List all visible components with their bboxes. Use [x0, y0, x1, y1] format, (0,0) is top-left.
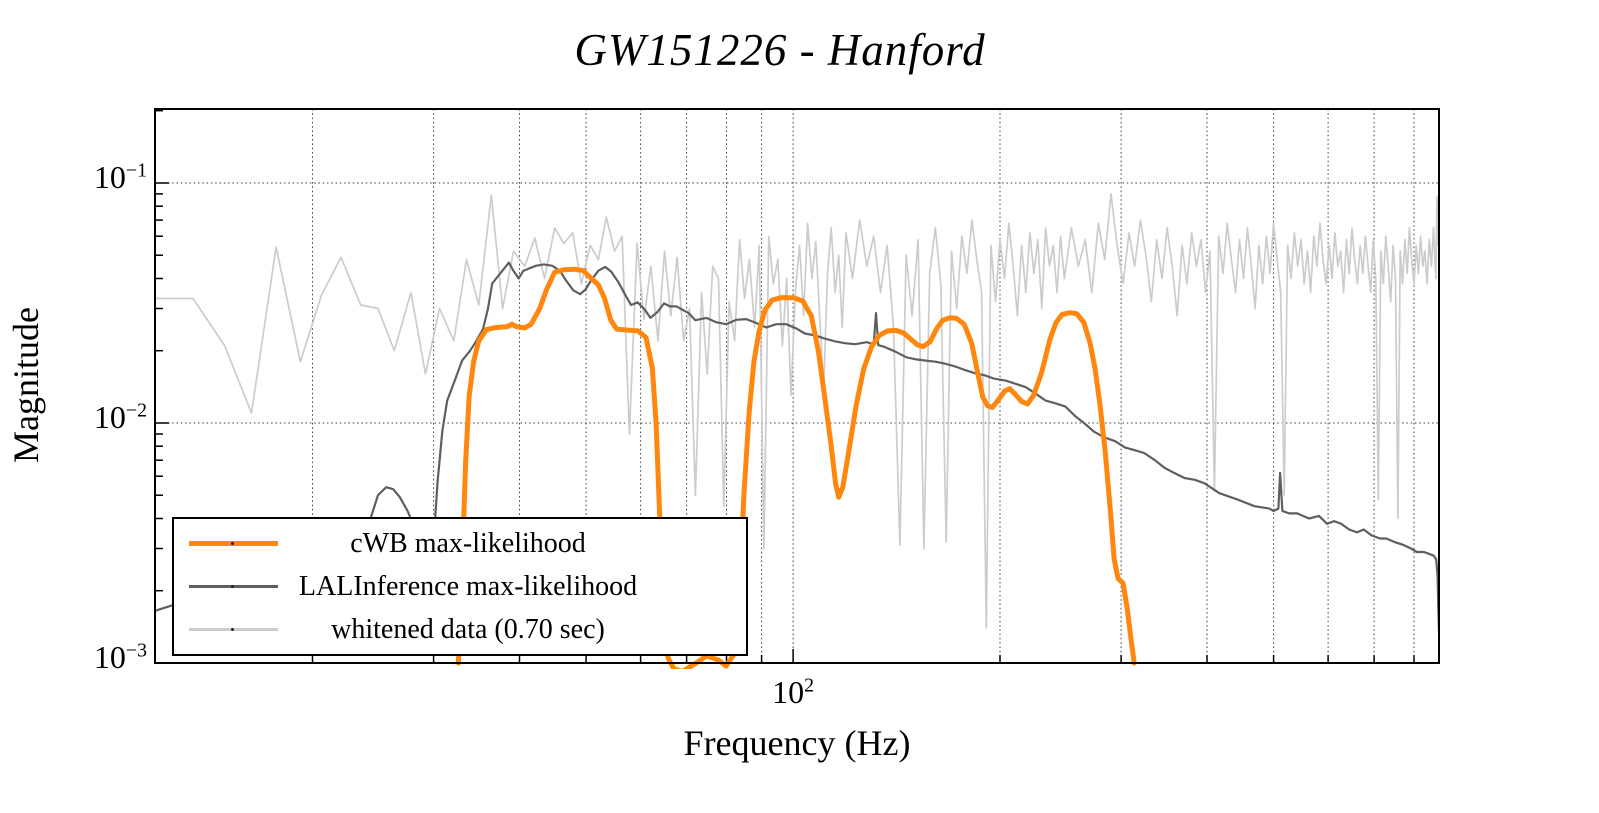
series-whitened-data	[154, 193, 1440, 629]
x-axis-tick-label: 102	[772, 674, 815, 710]
y-axis-tick-label: 10−1	[93, 158, 147, 195]
chart-title: GW151226 - Hanford	[574, 25, 986, 75]
y-axis-label: Magnitude	[6, 307, 46, 463]
legend-entry-label: whitened data (0.70 sec)	[331, 613, 605, 645]
legend-entry-label: cWB max-likelihood	[350, 527, 586, 559]
legend-line-sample	[174, 541, 294, 546]
legend-point-marker-icon	[231, 628, 234, 631]
x-axis-label: Frequency (Hz)	[683, 723, 911, 763]
series-cwb-max-likelihood	[455, 266, 1137, 669]
legend-entry: cWB max-likelihood	[174, 522, 746, 565]
series-lalinference-max-likelihood	[154, 261, 1440, 633]
legend: cWB max-likelihood LALInference max-likel…	[172, 517, 748, 656]
legend-entry-label: LALInference max-likelihood	[298, 570, 638, 602]
legend-point-marker-icon	[231, 542, 234, 545]
y-axis-tick-label: 10−2	[93, 398, 147, 435]
legend-point-marker-icon	[231, 585, 234, 588]
y-axis-tick-label: 10−3	[93, 639, 147, 675]
legend-line-sample	[174, 585, 294, 588]
plot-border	[154, 108, 1440, 664]
legend-entry: whitened data (0.70 sec)	[174, 608, 746, 651]
legend-line-sample	[174, 628, 294, 631]
legend-entry: LALInference max-likelihood	[174, 565, 746, 608]
